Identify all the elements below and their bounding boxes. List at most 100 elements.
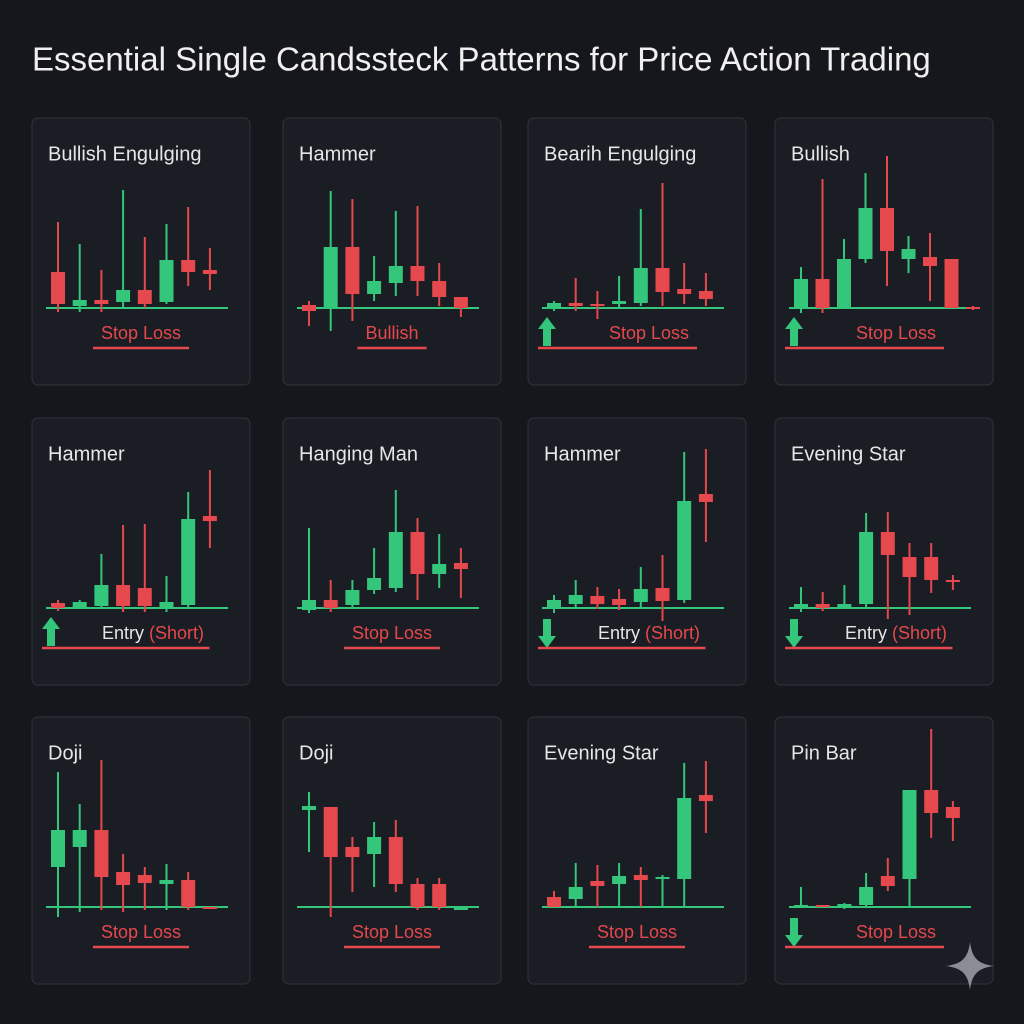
candle-body [181, 260, 196, 272]
candle-body [966, 307, 980, 309]
candle-body [432, 564, 447, 574]
candle-body [880, 876, 895, 886]
pattern-panel: Bullish Engulging Stop Loss [31, 117, 251, 386]
candle-body [794, 604, 808, 608]
candle-body [655, 268, 670, 292]
annotation-part: Stop Loss [101, 323, 181, 343]
candle-body [72, 300, 87, 306]
annotation-part: Stop Loss [856, 922, 936, 942]
annotation: Stop Loss [352, 922, 432, 942]
candle-body [367, 578, 382, 590]
candle-body [116, 585, 131, 606]
panel-card [527, 117, 747, 386]
sparkle-icon [946, 942, 994, 990]
candle-body [677, 289, 692, 294]
candle-body [323, 600, 338, 608]
panel-card [527, 417, 747, 686]
candle-body [116, 872, 131, 885]
pattern-panel: Hanging Man Stop Loss [282, 417, 502, 686]
candle-body [202, 516, 217, 521]
candle-body [453, 563, 468, 569]
annotation-part: (Short) [645, 623, 700, 643]
candle-body [837, 259, 851, 308]
candle-body [302, 806, 316, 810]
candle-body [880, 532, 895, 555]
arrow-icon [785, 918, 803, 947]
pattern-panel: Pin Bar Stop Loss [774, 716, 994, 985]
candle-body [453, 297, 468, 308]
annotation: Entry (Short) [598, 623, 700, 643]
candle-body [633, 268, 648, 303]
candle-body [410, 532, 425, 574]
annotation-part: Stop Loss [352, 623, 432, 643]
panel-title: Bullish [791, 143, 850, 165]
candle-body [51, 272, 65, 304]
candle-body [181, 880, 196, 907]
annotation-part: Entry [845, 623, 887, 643]
annotation-part: (Short) [149, 623, 204, 643]
annotation-part: Stop Loss [101, 922, 181, 942]
candle-body [302, 600, 316, 610]
candle-body [51, 830, 65, 867]
annotation-part: Stop Loss [352, 922, 432, 942]
annotation: Stop Loss [856, 323, 936, 343]
candle-body [568, 887, 583, 899]
arrow-icon [785, 619, 803, 648]
pattern-panel: Bullish Stop Loss [774, 117, 994, 386]
annotation-part: Stop Loss [609, 323, 689, 343]
candle-body [453, 908, 468, 910]
candle-body [677, 501, 692, 600]
panel-card [527, 716, 747, 985]
candle-body [202, 907, 217, 909]
annotation-part: Stop Loss [856, 323, 936, 343]
candle-body [51, 603, 65, 608]
annotation-part: (Short) [892, 623, 947, 643]
candle-body [902, 557, 917, 577]
panel-title: Pin Bar [791, 742, 857, 764]
candle-body [815, 279, 830, 308]
candle-body [547, 897, 561, 907]
candle-body [94, 830, 109, 877]
candle-body [202, 270, 217, 274]
candle-body [323, 807, 338, 857]
candle-body [859, 887, 874, 905]
candle-body [181, 519, 196, 605]
candle-body [137, 290, 152, 304]
annotation: Bullish [365, 323, 418, 343]
panel-card [774, 716, 994, 985]
annotation: Stop Loss [101, 323, 181, 343]
candle-body [547, 600, 561, 608]
panel-card [282, 117, 502, 386]
candle-body [945, 807, 960, 818]
annotation: Entry (Short) [845, 623, 947, 643]
candle-body [159, 260, 174, 302]
candle-body [837, 604, 852, 607]
panel-title: Bearih Engulging [544, 143, 696, 165]
candle-body [633, 589, 648, 602]
panel-card [31, 417, 251, 686]
candle-body [698, 291, 713, 299]
annotation: Stop Loss [856, 922, 936, 942]
candle-body [547, 303, 561, 308]
annotation-part: Stop Loss [597, 922, 677, 942]
annotation-part: Bullish [365, 323, 418, 343]
candle-body [794, 279, 808, 308]
pattern-panel: Doji Stop Loss [31, 716, 251, 985]
page-title: Essential Single Candssteck Patterns for… [32, 41, 931, 78]
pattern-panel: Doji Stop Loss [282, 716, 502, 985]
candle-body [345, 247, 360, 294]
candle-body [116, 290, 131, 302]
annotation: Stop Loss [352, 623, 432, 643]
panel-title: Doji [299, 742, 333, 764]
candle-body [633, 875, 648, 880]
candle-body [137, 875, 152, 883]
candle-body [72, 602, 87, 607]
candle-body [698, 494, 713, 502]
candle-body [410, 266, 425, 281]
candle-body [590, 596, 605, 604]
pattern-panel: Hammer Entry (Short) [31, 417, 251, 686]
candle-body [859, 532, 874, 604]
candle-body [655, 877, 670, 879]
candle-body [568, 595, 583, 604]
candle-body [302, 305, 316, 311]
